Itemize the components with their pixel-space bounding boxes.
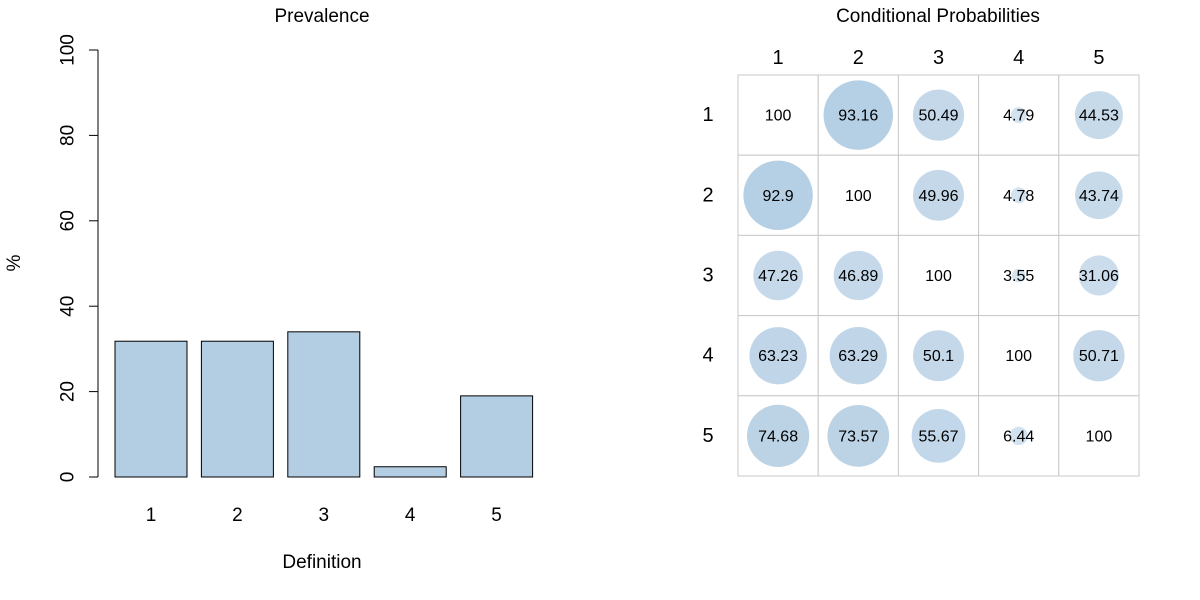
probability-circle [1010,107,1027,123]
matrix-value: 93.16 [838,108,878,125]
matrix-value: 50.71 [1079,348,1119,365]
matrix-value: 100 [1086,428,1113,445]
x-tick-labels: 1 2 3 4 5 [146,505,502,526]
row-label: 5 [702,425,713,447]
matrix-value: 100 [765,108,792,125]
matrix-value: 4.78 [1003,188,1034,205]
x-tick-label: 3 [319,505,330,526]
probability-circle [911,409,966,463]
row-label: 4 [702,345,713,367]
probability-circle [746,404,810,468]
y-tick-label: 20 [58,381,79,402]
probability-circle [1075,171,1123,220]
y-tick-label: 60 [58,210,79,231]
x-tick-label: 2 [232,505,243,526]
matrix-circles [743,80,1125,468]
bar [114,340,188,478]
matrix-value: 3.55 [1003,268,1034,285]
x-tick-label: 5 [491,505,502,526]
matrix-value: 50.1 [923,348,954,365]
probability-circle [1009,426,1028,446]
matrix-value: 73.57 [838,428,878,445]
matrix-value: 31.06 [1079,268,1119,285]
probability-circle [912,89,965,141]
matrix-value: 100 [1005,348,1032,365]
column-label: 1 [773,47,784,69]
column-labels: 1 2 3 4 5 [773,47,1105,69]
row-label: 1 [702,104,713,126]
matrix-value: 6.44 [1003,428,1034,445]
matrix-value: 47.26 [758,268,798,285]
matrix-value: 92.9 [763,188,794,205]
bar [287,331,361,478]
column-label: 4 [1013,47,1024,69]
matrix-value: 46.89 [838,268,878,285]
matrix-cell [1058,395,1140,477]
probability-circle [749,327,807,385]
x-tick-label: 4 [405,505,416,526]
conditional-probabilities-chart: Conditional Probabilities 100 93.16 50.49 4… [702,6,1140,477]
probability-circle [829,327,887,385]
probability-circle [1073,330,1125,382]
probability-circle [1078,255,1119,296]
bars [114,331,534,478]
probability-circle [833,250,883,301]
x-tick-label: 1 [146,505,157,526]
probability-circle [823,80,894,150]
y-tick-label: 40 [58,296,79,317]
y-tick-label: 100 [58,34,79,66]
matrix-value: 63.29 [838,348,878,365]
matrix-value: 63.23 [758,348,798,365]
y-tick-label: 0 [58,472,79,483]
matrix-values: 100 93.16 50.49 4.79 44.53 92.9 100 49.96 4.78 43… [758,108,1119,446]
matrix-value: 100 [925,268,952,285]
row-label: 3 [702,265,713,287]
prevalence-chart: Prevalence 0 20 40 60 80 100 1 2 3 4 5 Definition… [4,6,534,573]
matrix-value: 50.49 [918,108,958,125]
y-axis: 0 20 40 60 80 100 [58,34,99,482]
probability-circle [1011,268,1026,283]
matrix-value: 55.67 [918,428,958,445]
matrix-value: 74.68 [758,428,798,445]
y-axis-label: % [4,254,25,271]
row-label: 2 [702,184,713,206]
row-labels: 1 2 3 4 5 [702,104,713,447]
y-tick-label: 80 [58,125,79,146]
matrix-value: 49.96 [918,188,958,205]
matrix-cell [897,234,980,317]
matrix-value: 100 [845,188,872,205]
matrix-value: 44.53 [1079,108,1119,125]
probability-circle [827,405,890,467]
matrix-value: 43.74 [1079,188,1119,205]
probability-circle [743,160,813,230]
conditional-probabilities-title: Conditional Probabilities [836,6,1040,27]
probability-circle [753,250,803,301]
prevalence-title: Prevalence [274,6,369,27]
probability-circle [913,330,964,382]
column-label: 2 [853,47,864,69]
column-label: 5 [1093,47,1104,69]
probability-circle [1074,91,1123,140]
bar [200,340,274,478]
bar [373,466,447,478]
matrix-value: 4.79 [1003,108,1034,125]
bar [460,395,534,478]
probability-circle [1010,187,1027,204]
column-label: 3 [933,47,944,69]
probability-circle [913,169,964,221]
x-axis-label: Definition [282,552,361,573]
matrix-cell [978,315,1060,397]
